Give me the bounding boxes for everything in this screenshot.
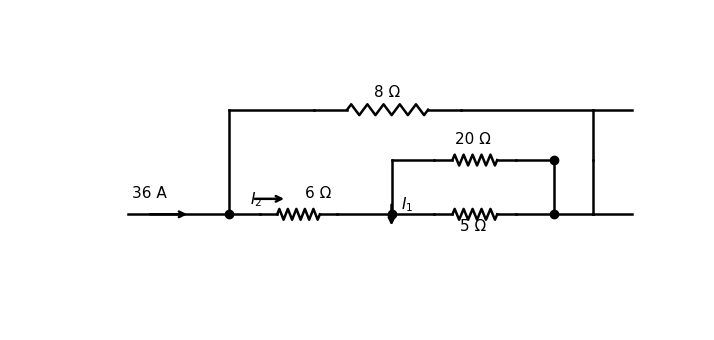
- Text: $I_2$: $I_2$: [251, 190, 263, 209]
- Text: 20 Ω: 20 Ω: [455, 132, 491, 147]
- Text: $I_1$: $I_1$: [401, 195, 413, 214]
- Text: 5 Ω: 5 Ω: [460, 219, 486, 234]
- Text: 8 Ω: 8 Ω: [375, 85, 401, 100]
- Text: 36 A: 36 A: [132, 186, 166, 201]
- Text: 6 Ω: 6 Ω: [305, 186, 331, 201]
